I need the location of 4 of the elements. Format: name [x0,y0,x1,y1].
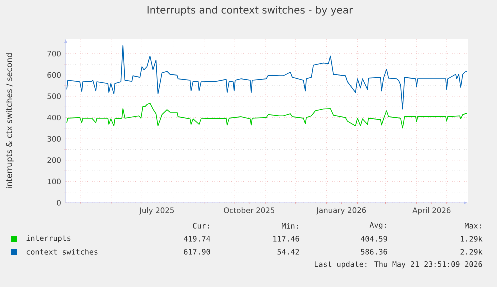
line-series [66,102,468,129]
chart-title: Interrupts and context switches - by year [148,6,354,16]
line-series [66,45,468,110]
y-axis-title: interrupts & ctx switches / second [6,54,14,188]
